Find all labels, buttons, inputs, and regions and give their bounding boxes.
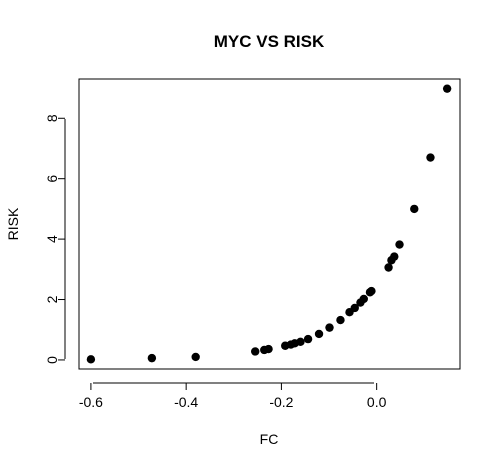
data-point	[367, 286, 376, 296]
data-point	[384, 263, 393, 272]
data-point	[86, 355, 96, 364]
y-tick-label: 2	[44, 295, 60, 303]
y-axis-label: RISK	[5, 207, 21, 240]
x-tick-label: -0.4	[174, 394, 198, 410]
data-point	[296, 337, 305, 347]
data-point	[426, 153, 435, 162]
data-point	[410, 204, 419, 214]
data-point	[303, 334, 313, 344]
data-point	[350, 303, 359, 313]
data-point	[336, 315, 345, 325]
data-point	[251, 347, 260, 356]
x-axis-label: FC	[260, 431, 279, 447]
data-point	[359, 294, 368, 304]
y-axis-ticks: 0 2 4 6 8	[44, 114, 65, 364]
data-point	[395, 240, 404, 249]
data-point	[191, 352, 200, 362]
data-points	[86, 84, 452, 364]
data-point	[264, 344, 273, 354]
data-point	[325, 323, 334, 332]
plot-frame	[78, 78, 461, 370]
x-tick-label: 0.0	[367, 394, 387, 410]
data-point	[314, 329, 324, 339]
data-point	[442, 84, 452, 93]
chart-title: MYC VS RISK	[214, 32, 325, 51]
x-axis-ticks: -0.6 -0.4 -0.2 0.0	[79, 383, 387, 410]
y-tick-label: 4	[44, 235, 60, 243]
x-tick-label: -0.2	[269, 394, 293, 410]
y-tick-label: 8	[44, 114, 60, 122]
y-tick-label: 0	[44, 356, 60, 364]
data-point	[147, 353, 157, 363]
data-point	[390, 252, 399, 261]
x-tick-label: -0.6	[79, 394, 103, 410]
y-tick-label: 6	[44, 175, 60, 183]
